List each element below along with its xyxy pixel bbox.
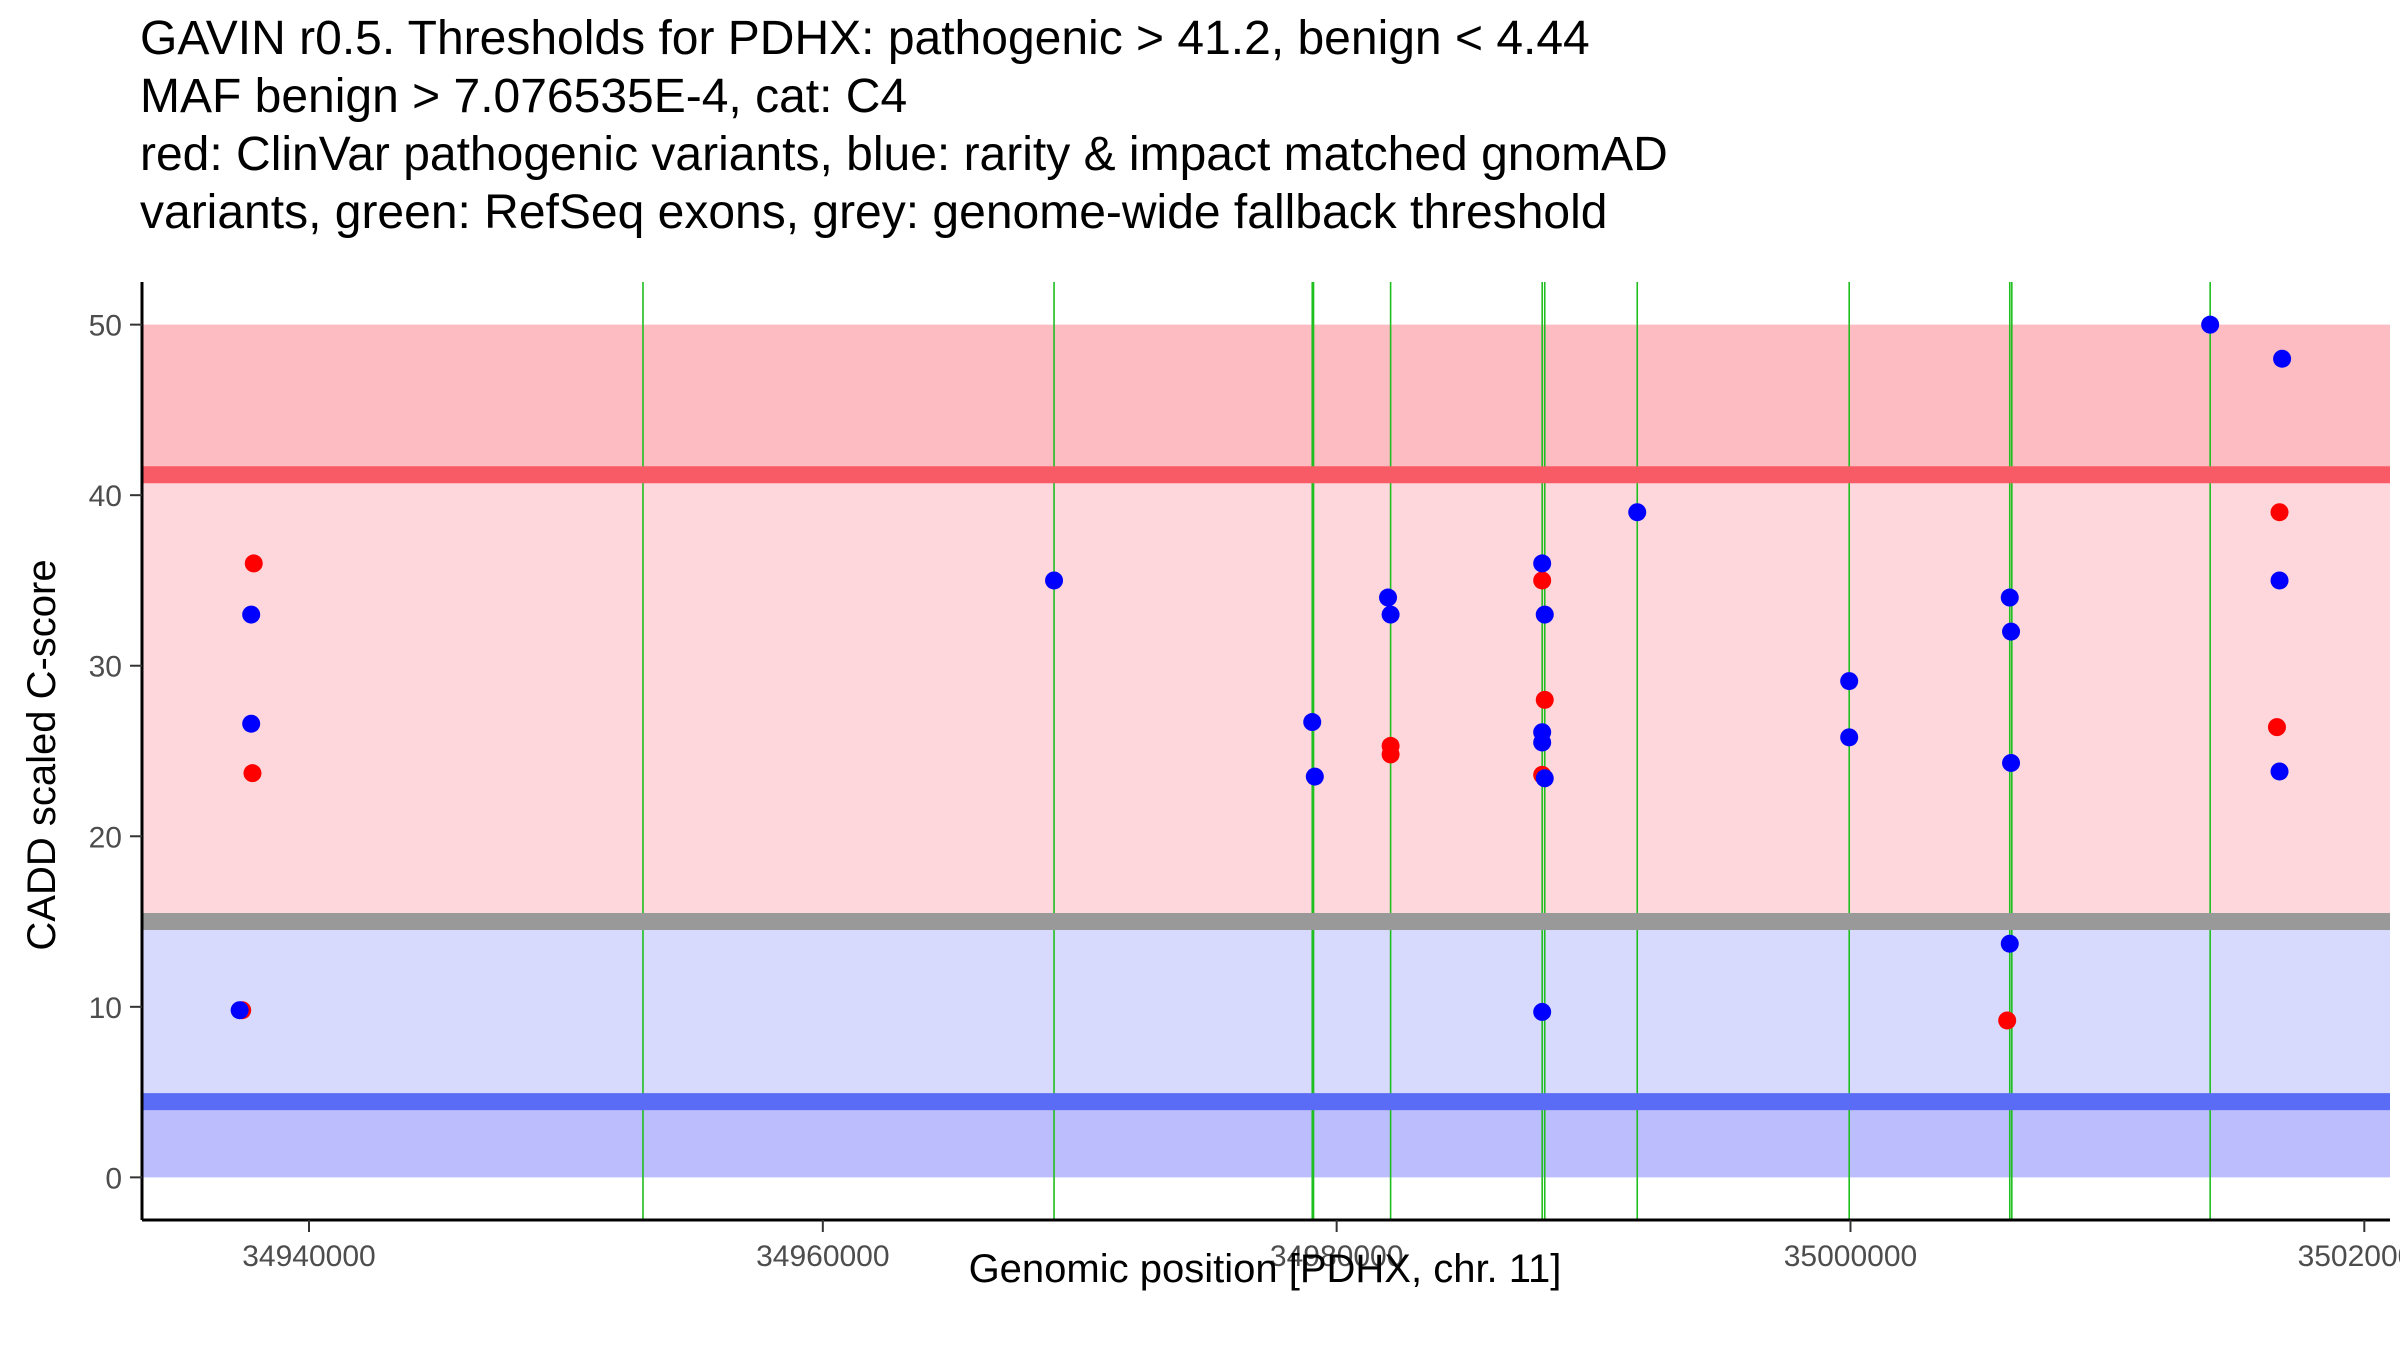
gnomad-point (1535, 605, 1554, 624)
threshold-lines (142, 466, 2390, 1111)
gnomad-point (2270, 571, 2289, 590)
data-points (230, 315, 2292, 1030)
intermediate-region-band (142, 474, 2390, 922)
title-line-2: MAF benign > 7.076535E-4, cat: C4 (140, 70, 908, 123)
x-tick-label: 34940000 (242, 1240, 375, 1273)
gnomad-point (2273, 349, 2292, 368)
x-tick-label: 34980000 (1270, 1240, 1403, 1273)
y-tick-label: 40 (89, 480, 122, 513)
y-tick-label: 30 (89, 651, 122, 684)
title-line-4: variants, green: RefSeq exons, grey: gen… (140, 186, 1608, 239)
y-tick-label: 20 (89, 821, 122, 854)
axes: 0 10 20 30 40 50 34940000 34960000 34980000 35000… (89, 282, 2400, 1273)
y-axis-title: CADD scaled C-score (20, 559, 64, 950)
clinvar-point (1998, 1011, 2017, 1030)
x-tick-label: 35000000 (1784, 1240, 1917, 1273)
clinvar-point (243, 764, 262, 783)
gnomad-point (2000, 934, 2019, 953)
gnomad-point (1305, 767, 1324, 786)
gnomad-point (2270, 762, 2289, 781)
clinvar-point (2270, 503, 2289, 522)
gnomad-point (230, 1001, 249, 1020)
clinvar-point (244, 554, 263, 573)
gnomad-point (1840, 728, 1859, 747)
clinvar-point (1535, 690, 1554, 709)
x-axis-title: Genomic position [PDHX, chr. 11] (969, 1247, 1562, 1291)
benign-region-band (142, 1101, 2390, 1178)
y-tick-label: 0 (105, 1162, 122, 1195)
gnomad-point (1628, 503, 1647, 522)
gnomad-point (1840, 672, 1859, 691)
x-tick-label: 34960000 (756, 1240, 889, 1273)
gnomad-point (2201, 315, 2220, 334)
gnomad-point (242, 714, 261, 733)
threshold-bands (142, 324, 2390, 1178)
y-tick-label: 10 (89, 992, 122, 1025)
gnomad-point (1379, 588, 1398, 607)
y-tick-label: 50 (89, 310, 122, 343)
title-line-1: GAVIN r0.5. Thresholds for PDHX: pathoge… (140, 12, 1590, 65)
title-line-3: red: ClinVar pathogenic variants, blue: … (140, 128, 1668, 181)
gnomad-point (2002, 753, 2021, 772)
gnomad-point (1533, 554, 1552, 573)
chart-title: GAVIN r0.5. Thresholds for PDHX: pathoge… (140, 10, 2340, 242)
gnomad-point (1045, 571, 1064, 590)
gnomad-point (242, 605, 261, 624)
clinvar-point (2267, 718, 2286, 737)
gnomad-point (2002, 622, 2021, 641)
gnomad-point (1535, 769, 1554, 788)
fallback-benign-region-band (142, 921, 2390, 1102)
pathogenic-region-band (142, 324, 2390, 475)
gnomad-point (1533, 1002, 1552, 1021)
clinvar-point (1381, 745, 1400, 764)
gnomad-point (1533, 733, 1552, 752)
x-tick-label: 35020000 (2298, 1240, 2400, 1273)
gnomad-point (2000, 588, 2019, 607)
clinvar-point (1533, 571, 1552, 590)
gnomad-point (1381, 605, 1400, 624)
gnomad-point (1303, 713, 1322, 732)
